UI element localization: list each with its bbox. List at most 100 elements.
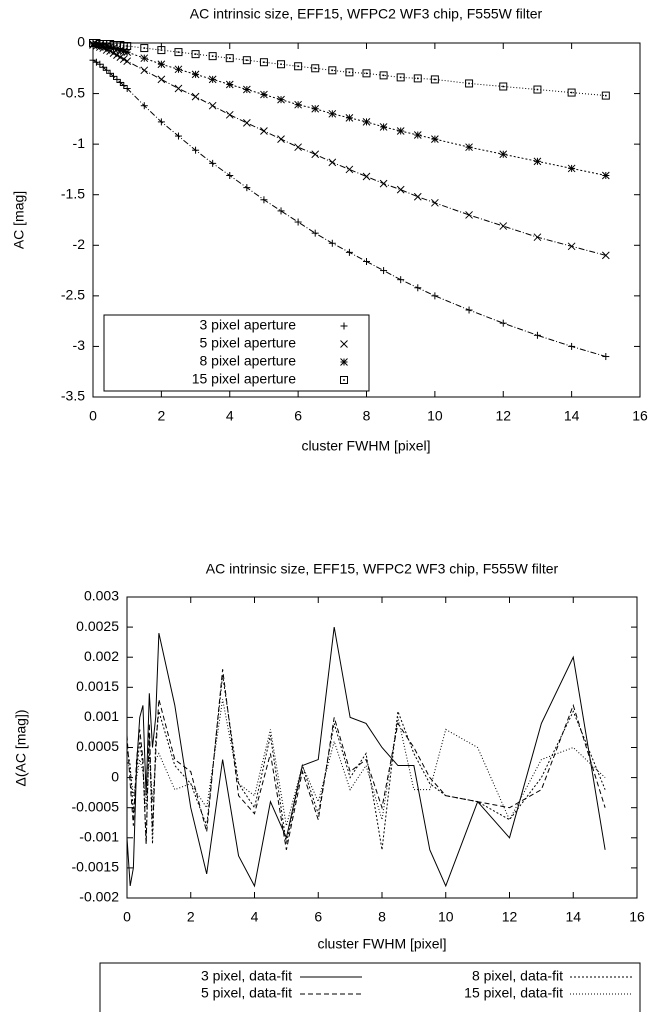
- marker-dot: [177, 51, 180, 53]
- marker-square: [465, 79, 474, 88]
- legend-label: 5 pixel aperture: [199, 335, 296, 351]
- marker-square: [328, 66, 337, 75]
- data-point: [277, 60, 286, 69]
- data-point: [242, 85, 251, 94]
- data-point: [379, 71, 388, 80]
- marker-square: [311, 64, 320, 73]
- legend-box: [103, 314, 370, 392]
- data-point: [225, 80, 234, 89]
- data-point: [601, 251, 610, 260]
- marker-square: [345, 68, 354, 77]
- y-tick-label: -3.5: [61, 388, 85, 404]
- marker-stroke: [345, 113, 354, 122]
- y-tick-label: -3: [73, 337, 86, 353]
- y-tick-label: 0.002: [84, 648, 119, 664]
- data-point: [113, 51, 121, 59]
- marker-stroke: [208, 101, 217, 110]
- marker-stroke: [601, 171, 610, 180]
- marker-stroke: [157, 75, 166, 84]
- marker-dot: [331, 69, 334, 72]
- data-point: [465, 306, 473, 314]
- data-point: [294, 218, 302, 226]
- data-point: [431, 198, 439, 207]
- marker-square: [242, 56, 251, 65]
- x-tick-label: 10: [438, 909, 454, 925]
- marker-dot: [246, 59, 248, 61]
- data-point: [120, 81, 128, 89]
- data-point: [174, 65, 183, 74]
- marker-dot: [365, 72, 368, 75]
- marker-square: [567, 88, 576, 97]
- data-point: [174, 84, 183, 93]
- data-point: [157, 60, 166, 69]
- data-point: [99, 63, 107, 71]
- legend-label: 8 pixel, data-fit: [472, 968, 563, 984]
- data-point: [191, 50, 200, 59]
- marker-stroke: [260, 90, 268, 99]
- marker-square: [340, 376, 348, 384]
- x-tick-label: 8: [363, 408, 371, 424]
- data-point: [328, 66, 337, 75]
- y-axis-label: AC [mag]: [11, 191, 27, 249]
- marker-stroke: [113, 51, 121, 59]
- data-point: [140, 54, 149, 63]
- marker-dot: [399, 76, 402, 79]
- data-point: [362, 172, 371, 181]
- series-line: [126, 669, 606, 850]
- data-point: [601, 91, 610, 100]
- data-point: [396, 73, 405, 82]
- data-point: [119, 55, 128, 64]
- x-tick-label: 6: [294, 408, 302, 424]
- series-line: [126, 675, 606, 850]
- x-tick-label: 8: [378, 909, 386, 925]
- marker-stroke: [362, 172, 371, 181]
- y-tick-label: -0.002: [79, 889, 119, 905]
- chart-title: AC intrinsic size, EFF15, WFPC2 WF3 chip…: [190, 6, 543, 22]
- marker-dot: [160, 49, 163, 51]
- data-point: [533, 157, 542, 166]
- marker-stroke: [174, 84, 183, 93]
- marker-square: [225, 54, 234, 63]
- y-tick-label: -0.001: [79, 829, 119, 845]
- marker-stroke: [294, 143, 302, 152]
- y-tick-label: 0.0015: [76, 678, 119, 694]
- x-tick-label: 12: [502, 909, 518, 925]
- marker-dot: [194, 53, 197, 55]
- data-point: [157, 75, 166, 84]
- data-point: [362, 69, 371, 78]
- legend-marker: [340, 340, 348, 348]
- marker-dot: [143, 47, 146, 49]
- marker-stroke: [242, 119, 251, 127]
- marker-stroke: [413, 192, 422, 201]
- data-point: [430, 75, 439, 84]
- marker-stroke: [379, 123, 388, 131]
- data-point: [568, 342, 576, 350]
- legend-marker: [340, 376, 348, 384]
- x-tick-label: 4: [226, 408, 234, 424]
- data-point: [567, 242, 576, 251]
- marker-stroke: [123, 57, 132, 66]
- data-point: [311, 64, 320, 73]
- marker-square: [601, 91, 610, 100]
- marker-stroke: [431, 135, 439, 143]
- data-point: [123, 57, 132, 66]
- x-tick-label: 2: [187, 909, 195, 925]
- data-point: [110, 72, 118, 80]
- data-point: [226, 171, 234, 179]
- marker-stroke: [396, 185, 405, 194]
- marker-dot: [605, 94, 607, 97]
- data-point: [431, 135, 439, 143]
- marker-stroke: [345, 165, 354, 174]
- data-point: [379, 179, 388, 188]
- data-point: [414, 284, 422, 292]
- data-point: [174, 132, 182, 140]
- data-point: [567, 164, 576, 173]
- data-point: [465, 211, 473, 219]
- marker-square: [430, 75, 439, 84]
- data-point: [465, 79, 474, 88]
- legend-label: 15 pixel aperture: [192, 371, 297, 387]
- marker-dot: [280, 63, 282, 66]
- marker-dot: [570, 91, 573, 94]
- data-point: [192, 146, 200, 154]
- marker-stroke: [119, 55, 128, 64]
